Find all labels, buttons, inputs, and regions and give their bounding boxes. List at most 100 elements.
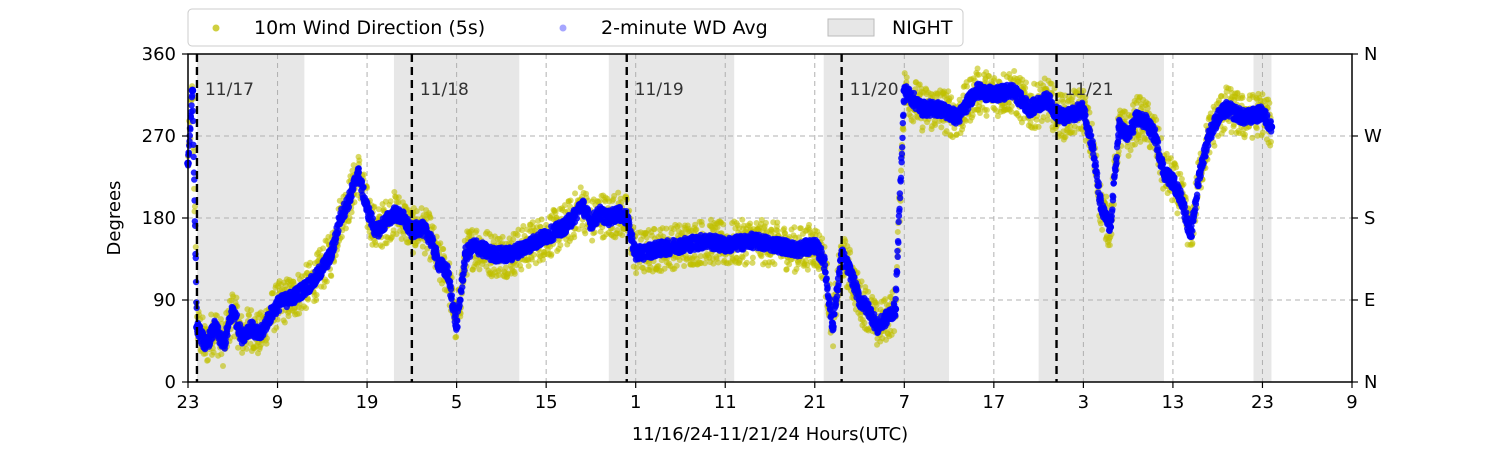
wind-5s-sample xyxy=(561,202,568,209)
wind-avg-sample xyxy=(189,117,197,125)
wind-5s-sample xyxy=(714,224,721,231)
wind-5s-sample xyxy=(395,199,402,206)
wind-5s-sample xyxy=(342,225,349,232)
wind-5s-sample xyxy=(213,312,220,319)
wind-5s-sample xyxy=(1044,116,1051,123)
wind-direction-2min-avg-series xyxy=(184,80,1276,353)
wind-avg-sample xyxy=(369,215,376,222)
wind-5s-sample xyxy=(1145,100,1152,107)
wind-avg-sample xyxy=(328,253,336,261)
wind-5s-sample xyxy=(499,233,506,240)
wind-5s-sample xyxy=(1125,152,1132,159)
wind-5s-sample xyxy=(270,290,277,297)
wind-5s-sample xyxy=(510,236,517,243)
wind-5s-sample xyxy=(697,253,704,260)
wind-5s-sample xyxy=(383,240,390,247)
wind-5s-sample xyxy=(994,113,1001,120)
wind-5s-sample xyxy=(611,192,618,199)
wind-5s-sample xyxy=(1259,129,1266,136)
wind-5s-sample xyxy=(575,226,582,233)
wind-5s-sample xyxy=(985,73,992,80)
wind-5s-sample xyxy=(663,225,670,232)
wind-5s-sample xyxy=(797,225,804,232)
wind-avg-sample xyxy=(190,141,197,148)
wind-avg-sample xyxy=(823,275,830,282)
wind-5s-sample xyxy=(210,349,217,356)
wind-avg-sample xyxy=(188,102,195,109)
wind-5s-sample xyxy=(1132,141,1139,148)
wind-5s-sample xyxy=(900,126,907,133)
wind-5s-sample xyxy=(518,266,525,273)
wind-avg-sample xyxy=(461,261,468,268)
wind-5s-sample xyxy=(552,209,559,216)
wind-5s-sample xyxy=(819,235,826,242)
wind-5s-sample xyxy=(619,232,626,239)
wind-5s-sample xyxy=(539,256,546,263)
wind-5s-sample xyxy=(1174,210,1181,217)
wind-5s-sample xyxy=(743,259,750,266)
wind-5s-sample xyxy=(762,219,769,226)
wind-5s-sample xyxy=(983,112,990,119)
wind-5s-sample xyxy=(956,96,963,103)
wind-5s-sample xyxy=(749,259,756,266)
wind-5s-sample xyxy=(959,123,966,130)
wind-5s-sample xyxy=(715,259,722,266)
wind-5s-sample xyxy=(660,233,667,240)
wind-5s-sample xyxy=(739,216,746,223)
wind-5s-sample xyxy=(1071,129,1078,136)
wind-avg-sample xyxy=(616,204,624,211)
wind-5s-sample xyxy=(791,224,798,231)
wind-5s-sample xyxy=(427,214,434,221)
wind-5s-sample xyxy=(346,214,353,221)
wind-5s-sample xyxy=(440,246,447,253)
wind-5s-sample xyxy=(651,226,658,233)
wind-5s-sample xyxy=(511,270,518,277)
wind-5s-sample xyxy=(720,221,727,228)
wind-5s-sample xyxy=(1060,98,1067,105)
wind-avg-sample xyxy=(573,215,581,222)
wind-avg-sample xyxy=(445,270,453,278)
wind-5s-sample xyxy=(328,273,335,280)
wind-5s-sample xyxy=(597,228,604,235)
wind-5s-sample xyxy=(571,234,578,241)
wind-5s-sample xyxy=(589,237,596,244)
wind-avg-sample xyxy=(448,292,456,299)
wind-5s-sample xyxy=(633,264,640,271)
wind-5s-sample xyxy=(548,251,555,258)
wind-5s-sample xyxy=(263,340,270,347)
wind-5s-sample xyxy=(938,124,945,131)
wind-5s-sample xyxy=(246,312,253,319)
wind-5s-sample xyxy=(199,314,206,321)
wind-5s-sample xyxy=(806,221,813,228)
wind-5s-sample xyxy=(296,310,303,317)
wind-5s-sample xyxy=(974,65,981,72)
wind-5s-sample xyxy=(1147,144,1154,151)
wind-avg-sample xyxy=(444,263,451,271)
wind-5s-sample xyxy=(774,227,781,234)
wind-5s-sample xyxy=(582,230,589,237)
wind-5s-sample xyxy=(274,316,281,323)
wind-avg-sample xyxy=(821,255,828,263)
wind-5s-sample xyxy=(217,316,224,323)
wind-5s-sample xyxy=(795,261,802,268)
wind-5s-sample xyxy=(1080,87,1087,94)
wind-5s-sample xyxy=(398,235,405,242)
wind-5s-sample xyxy=(320,245,327,252)
wind-5s-sample xyxy=(529,219,536,226)
wind-5s-sample xyxy=(373,242,380,249)
wind-5s-sample xyxy=(192,244,199,251)
wind-5s-sample xyxy=(710,260,717,267)
wind-avg-sample xyxy=(826,295,833,303)
wind-5s-sample xyxy=(753,219,760,226)
wind-5s-sample xyxy=(520,223,527,230)
wind-5s-sample xyxy=(313,291,320,298)
wind-5s-sample xyxy=(932,121,939,128)
wind-5s-sample xyxy=(948,94,955,101)
wind-5s-sample xyxy=(1011,68,1018,75)
wind-5s-sample xyxy=(983,106,990,113)
wind-avg-sample xyxy=(190,153,197,161)
wind-5s-sample xyxy=(1268,138,1275,145)
wind-5s-sample xyxy=(962,117,969,124)
wind-avg-sample xyxy=(461,267,468,274)
wind-5s-sample xyxy=(758,253,765,260)
